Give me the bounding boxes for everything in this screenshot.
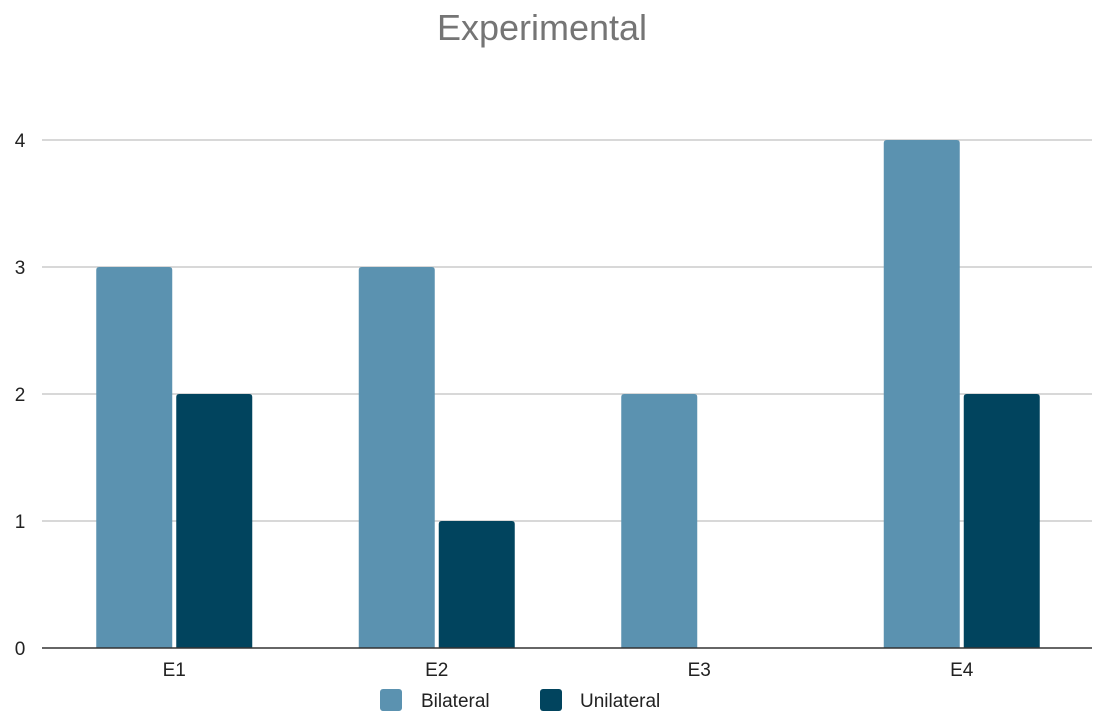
x-tick-label: E2 [425,660,448,681]
bar-unilateral-e1 [176,394,253,648]
legend-swatch-unilateral [540,689,562,711]
legend-swatch-bilateral [380,689,402,711]
y-tick-label: 4 [15,131,26,152]
bar-bilateral-e4 [883,140,960,648]
x-axis-ticks: E1 E2 E3 E4 [163,660,974,681]
bar-bilateral-e3 [621,394,698,648]
bar-bilateral-e1 [96,267,173,648]
bar-unilateral-e4 [963,394,1040,648]
y-tick-label: 3 [15,258,26,279]
bar-unilateral-e2 [438,521,515,648]
legend-label-bilateral: Bilateral [421,691,490,712]
legend: Bilateral Unilateral [380,689,660,712]
bar-bilateral-e2 [358,267,435,648]
y-tick-label: 1 [15,512,26,533]
bars [96,140,1040,648]
y-tick-label: 2 [15,385,26,406]
chart-title: Experimental [437,7,647,48]
x-tick-label: E4 [950,660,974,681]
x-tick-label: E1 [163,660,186,681]
legend-label-unilateral: Unilateral [580,691,660,712]
y-axis-ticks: 0 1 2 3 4 [15,131,26,660]
x-tick-label: E3 [688,660,711,681]
y-tick-label: 0 [15,639,26,660]
